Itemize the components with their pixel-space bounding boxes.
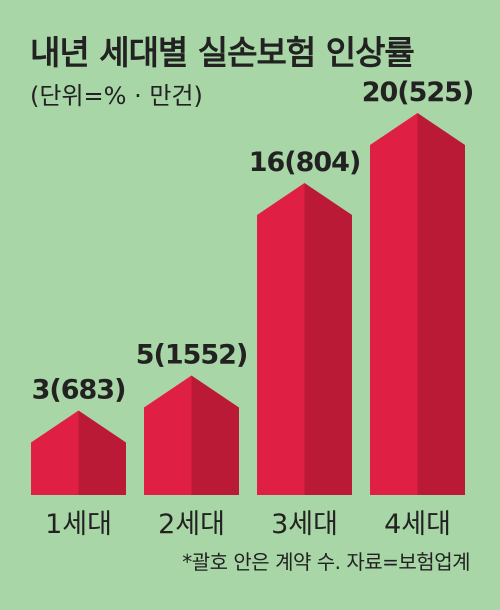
bar-3-front bbox=[257, 183, 305, 495]
bar-1-value-label: 3(683) bbox=[32, 375, 126, 406]
category-label-1: 1세대 bbox=[45, 509, 112, 540]
bar-4-side bbox=[417, 113, 465, 495]
bar-4-front bbox=[370, 113, 418, 495]
chart-title: 내년 세대별 실손보험 인상률 bbox=[30, 33, 415, 72]
bar-4-value-label: 20(525) bbox=[362, 77, 474, 108]
bar-3-side bbox=[304, 183, 352, 495]
bar-2-value-label: 5(1552) bbox=[136, 340, 248, 371]
bar-2-side bbox=[191, 375, 239, 495]
chart-subtitle: (단위=% · 만건) bbox=[30, 82, 203, 110]
category-label-3: 3세대 bbox=[271, 509, 338, 540]
category-label-2: 2세대 bbox=[158, 509, 225, 540]
source-note: *괄호 안은 계약 수. 자료=보험업계 bbox=[182, 550, 470, 574]
bar-1-front bbox=[31, 410, 79, 495]
category-label-4: 4세대 bbox=[384, 509, 451, 540]
bar-3-value-label: 16(804) bbox=[249, 147, 361, 178]
bar-2-front bbox=[144, 375, 192, 495]
bar-1-side bbox=[78, 410, 126, 495]
